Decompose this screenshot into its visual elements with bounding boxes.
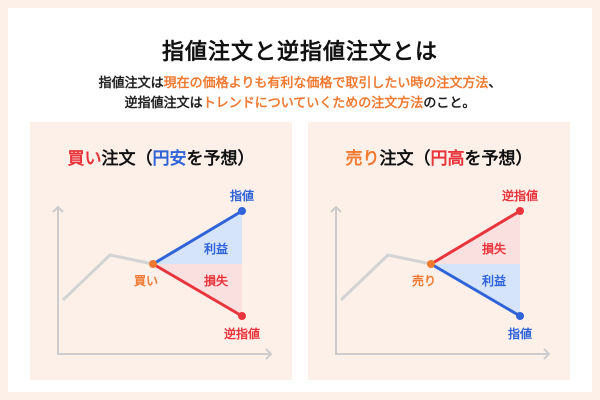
entry-point	[149, 260, 157, 268]
y-axis-arrowhead	[330, 205, 342, 213]
x-axis-arrowhead	[265, 348, 273, 360]
content-card: 指値注文と逆指値注文とは 指値注文は現在の価格よりも有利な価格で取引したい時の注…	[8, 8, 592, 392]
chart-axes	[57, 208, 270, 355]
entry-label: 買い	[134, 274, 158, 288]
sell-word: 売り	[345, 149, 380, 169]
profit-label: 利益	[204, 241, 228, 256]
loss-label: 損失	[482, 241, 507, 256]
profit-label: 利益	[482, 273, 506, 288]
buy-word: 買い	[67, 149, 102, 169]
desc2-pre: 逆指値注文は	[124, 96, 203, 111]
buy-title-part2: 注文（	[101, 149, 153, 169]
desc2-highlight: トレンドについていくための注文方法	[202, 96, 424, 111]
sell-panel-title: 売り注文（円高を予想）	[308, 144, 570, 169]
stop-label: 逆指値	[224, 326, 260, 341]
stop-label: 逆指値	[502, 188, 538, 203]
sell-order-panel: 売り注文（円高を予想） 逆指値 損失 売り 利益 指値	[308, 122, 570, 380]
chart-axes	[335, 208, 548, 355]
entry-point	[427, 260, 435, 268]
page-title: 指値注文と逆指値注文とは	[161, 40, 438, 65]
desc1-post: 、	[488, 76, 502, 91]
sell-title-part2: 注文（	[379, 149, 431, 169]
limit-label: 指値	[508, 326, 532, 341]
entry-label: 売り	[412, 273, 436, 288]
limit-point	[238, 207, 246, 215]
buy-order-panel: 買い注文（円安を予想） 指値 利益 買い 損失 逆指値	[30, 122, 292, 380]
limit-label: 指値	[230, 188, 254, 203]
buy-order-diagram: 指値 利益 買い 損失 逆指値	[52, 188, 273, 360]
limit-line	[152, 209, 243, 266]
y-axis-arrowhead	[52, 205, 64, 213]
loss-label: 損失	[204, 273, 229, 288]
yen-strong-word: 円高	[430, 149, 465, 169]
stop-line	[430, 209, 521, 266]
limit-point	[516, 312, 524, 320]
limit-line	[430, 262, 521, 318]
buy-panel-title: 買い注文（円安を予想）	[30, 144, 292, 169]
desc2-post: のこと。	[423, 96, 476, 111]
description-line-1: 指値注文は現在の価格よりも有利な価格で取引したい時の注文方法、	[8, 74, 592, 94]
yen-weak-word: 円安	[152, 149, 187, 169]
sell-title-part4: を予想）	[464, 149, 533, 169]
sell-order-diagram: 逆指値 損失 売り 利益 指値	[330, 188, 551, 360]
desc1-pre: 指値注文は	[98, 76, 164, 91]
buy-title-part4: を予想）	[186, 149, 255, 169]
price-line	[61, 253, 154, 302]
stop-line	[152, 262, 243, 318]
price-line	[339, 253, 432, 302]
stop-point	[238, 312, 246, 320]
description-line-2: 逆指値注文はトレンドについていくための注文方法のこと。	[8, 94, 592, 114]
x-axis-arrowhead	[543, 348, 551, 360]
stop-point	[516, 207, 524, 215]
desc1-highlight: 現在の価格よりも有利な価格で取引したい時の注文方法	[163, 76, 489, 91]
